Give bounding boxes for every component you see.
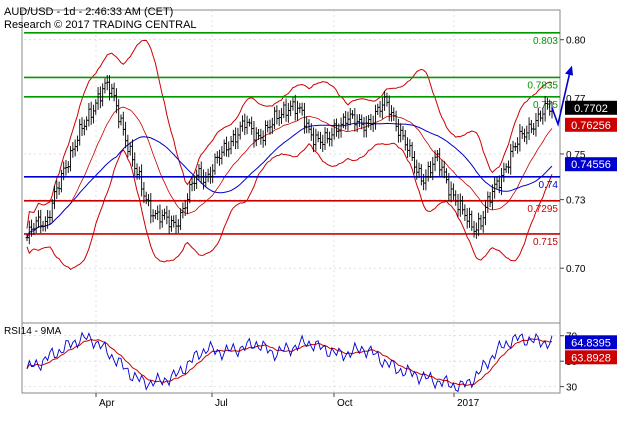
price-tag-bg — [565, 157, 617, 172]
bollinger-bands — [26, 39, 553, 271]
rsi-y-tick-label: 30 — [566, 383, 578, 394]
rsi-lines — [26, 331, 553, 393]
price-tag-label: 0.7702 — [574, 103, 608, 115]
x-tick-label: Apr — [99, 398, 115, 409]
rsi-ma-tag: 63.8928 — [565, 350, 617, 365]
price-tags: 0.7702 0.76256 0.74556 64.8395 63.8928 — [565, 100, 617, 365]
x-tick-label: 2017 — [457, 398, 480, 409]
forecast-arrowhead — [565, 65, 573, 76]
level-label: 0.715 — [533, 237, 558, 248]
x-tick-label: Oct — [337, 398, 353, 409]
forecast-arrow — [551, 65, 573, 128]
price-tag: 0.76256 — [565, 117, 617, 132]
rsi-ma-tag-bg — [565, 350, 617, 365]
price-tag: 0.7702 — [565, 100, 617, 115]
level-label: 0.7295 — [527, 204, 558, 215]
y-tick-label-partial: 0.77 — [566, 94, 586, 105]
level-label: 0.803 — [533, 36, 558, 47]
rsi-tag: 64.8395 — [565, 335, 617, 350]
rsi-tag-label: 64.8395 — [571, 337, 611, 349]
moving-average-line — [26, 122, 553, 238]
y-tick-label: 0.80 — [566, 36, 586, 47]
bollinger-lower-band — [26, 142, 553, 271]
support-resistance-levels: 0.803 0.7835 0.775 0.74 0.7295 0.715 — [24, 32, 560, 248]
rsi-tag-bg — [565, 335, 617, 350]
bollinger-middle-band — [26, 106, 553, 238]
rsi-line — [26, 331, 553, 393]
price-tag-bg — [565, 117, 617, 132]
level-label: 0.775 — [533, 100, 558, 111]
chart-copyright: Research © 2017 TRADING CENTRAL — [4, 19, 197, 31]
level-label: 0.7835 — [527, 80, 558, 91]
main-plot-frame — [21, 9, 561, 324]
y-tick-label: 0.75 — [566, 150, 586, 161]
level-label: 0.74 — [539, 180, 559, 191]
price-tag: 0.74556 — [565, 157, 617, 172]
price-bars — [25, 75, 554, 245]
bollinger-upper-band — [26, 39, 553, 229]
forecast-path — [551, 71, 571, 128]
rsi-plot-frame — [21, 322, 561, 394]
rsi-ma-tag-label: 63.8928 — [571, 352, 611, 364]
rsi-label: RSI14 - 9MA — [4, 326, 62, 337]
price-tag-bg — [565, 100, 617, 115]
price-tag-label: 0.74556 — [571, 159, 611, 171]
y-tick-label: 0.70 — [566, 264, 586, 275]
chart-title: AUD/USD - 1d - 2:46:33 AM (CET) — [4, 6, 173, 18]
y-tick-label: 0.73 — [566, 196, 586, 207]
x-tick-label: Jul — [215, 398, 228, 409]
price-tag-label: 0.76256 — [571, 120, 611, 132]
